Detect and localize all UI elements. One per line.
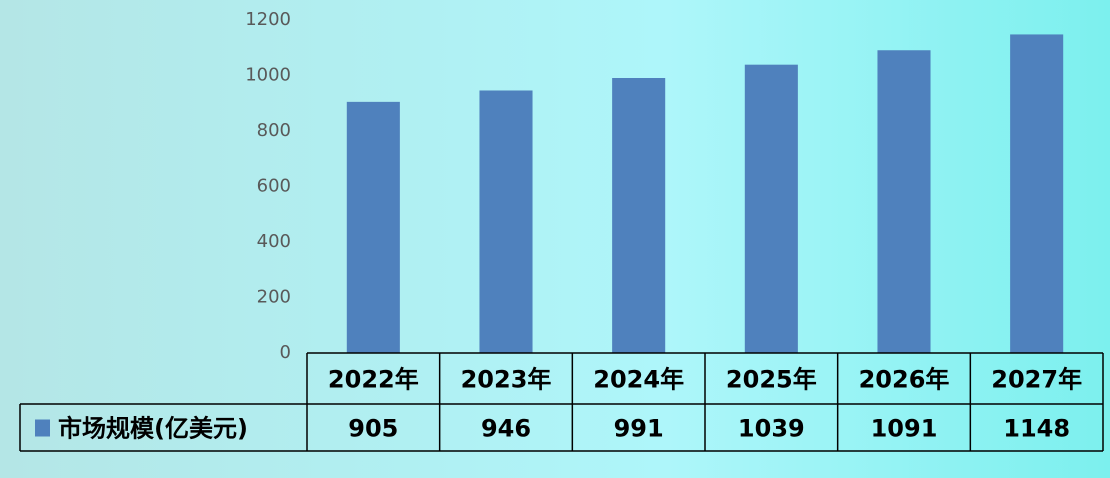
x-tick-label: 2026年 [859, 366, 950, 394]
data-label: 946 [481, 415, 531, 443]
x-tick-label: 2023年 [461, 366, 552, 394]
x-tick-label: 2025年 [726, 366, 817, 394]
y-tick-label: 200 [257, 287, 291, 308]
bar [1010, 34, 1064, 354]
data-label: 1091 [871, 415, 938, 443]
x-tick-label: 2022年 [328, 366, 419, 394]
bar [479, 90, 533, 354]
y-tick-label: 1200 [245, 9, 291, 30]
data-label: 1148 [1003, 415, 1070, 443]
data-label: 991 [614, 415, 664, 443]
x-tick-label: 2027年 [991, 366, 1082, 394]
bar [877, 50, 931, 354]
legend-label: 市场规模(亿美元) [58, 415, 248, 443]
bar [744, 64, 798, 354]
bar [612, 77, 666, 353]
data-label: 1039 [738, 415, 805, 443]
data-label: 905 [348, 415, 398, 443]
y-tick-label: 1000 [245, 65, 291, 86]
legend-swatch [35, 419, 50, 437]
y-tick-label: 0 [280, 342, 291, 363]
y-tick-label: 400 [257, 231, 291, 252]
x-tick-label: 2024年 [593, 366, 684, 394]
y-tick-label: 600 [257, 176, 291, 197]
y-tick-label: 800 [257, 120, 291, 141]
bar [346, 101, 400, 353]
